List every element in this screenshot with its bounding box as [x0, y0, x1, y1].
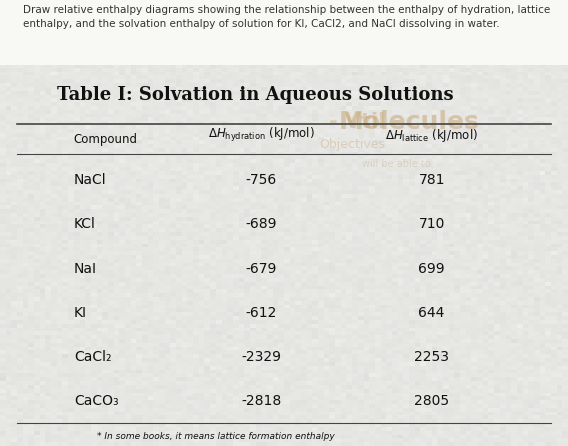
Text: -2329: -2329	[241, 350, 281, 364]
Text: 2253: 2253	[414, 350, 449, 364]
Text: -679: -679	[245, 261, 277, 276]
Text: * In some books, it means lattice formation enthalpy: * In some books, it means lattice format…	[97, 432, 335, 441]
Text: will be able to:: will be able to:	[362, 159, 433, 169]
Text: -612: -612	[245, 306, 277, 320]
Text: 644: 644	[419, 306, 445, 320]
Text: Draw relative enthalpy diagrams showing the relationship between the enthalpy of: Draw relative enthalpy diagrams showing …	[23, 5, 550, 29]
Text: 781: 781	[419, 173, 445, 187]
Text: $\Delta H_{\mathregular{lattice}}$ (kJ/mol): $\Delta H_{\mathregular{lattice}}$ (kJ/m…	[385, 127, 478, 144]
Text: -2818: -2818	[241, 394, 281, 408]
Text: NaCl: NaCl	[74, 173, 106, 187]
Text: Compound: Compound	[74, 132, 138, 145]
Text: NaI: NaI	[74, 261, 97, 276]
Text: KI: KI	[74, 306, 87, 320]
Text: Objectives: Objectives	[319, 138, 385, 151]
Text: 710: 710	[419, 217, 445, 231]
Text: Molecules: Molecules	[339, 110, 479, 134]
Text: - Vtil: - Vtil	[329, 112, 386, 132]
Text: CaCl₂: CaCl₂	[74, 350, 111, 364]
Text: 699: 699	[419, 261, 445, 276]
Text: Table I: Solvation in Aqueous Solutions: Table I: Solvation in Aqueous Solutions	[57, 86, 454, 103]
Text: KCl: KCl	[74, 217, 96, 231]
Text: CaCO₃: CaCO₃	[74, 394, 119, 408]
Text: -689: -689	[245, 217, 277, 231]
Text: -756: -756	[245, 173, 277, 187]
Text: 2805: 2805	[414, 394, 449, 408]
Text: $\Delta H_{\mathregular{hydration}}$ (kJ/mol): $\Delta H_{\mathregular{hydration}}$ (kJ…	[208, 126, 315, 144]
